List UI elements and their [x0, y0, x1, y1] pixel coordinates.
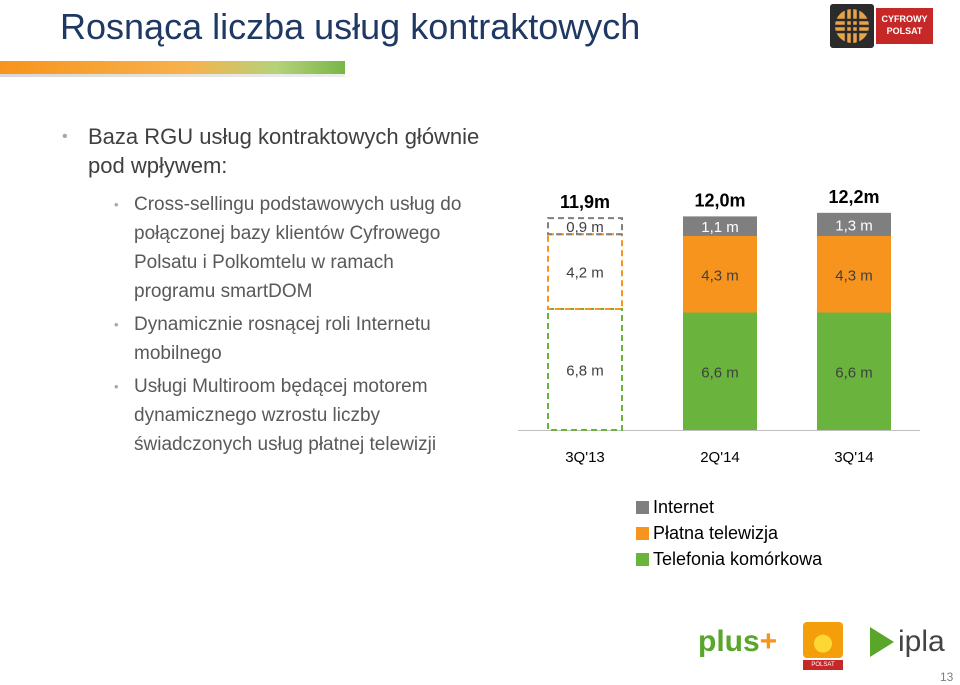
bar-3Q'14-Telefonia komórkowa: [817, 312, 891, 430]
play-icon: [870, 627, 894, 657]
total-label-2Q'14: 12,0m: [694, 190, 745, 210]
stacked-bar-chart: 6,8 m 4,2 m 0,9 m 11,9m 3Q'13 6,6 m 4,3 m 1,1 m…: [518, 187, 920, 466]
legend-swatch-internet: [636, 500, 649, 514]
bar-label-3Q'13-Internet: 0,9 m: [566, 219, 604, 236]
bullet-sub-1: Cross-sellingu podstawowych usług do poł…: [60, 190, 480, 306]
cyfrowy-polsat-logo: CYFROWY POLSAT: [830, 4, 935, 48]
bar-label-3Q'14-Telefonia komórkowa: 6,6 m: [835, 364, 873, 381]
title-underline-shadow: [0, 74, 345, 77]
ipla-logo-text: ipla: [898, 625, 945, 658]
sun-icon: [803, 622, 843, 658]
globe-icon: [830, 4, 874, 48]
category-label-3Q'14: 3Q'14: [834, 449, 874, 466]
plus-logo-text: plus: [698, 625, 760, 658]
bullet-sub-2: Dynamicznie rosnącej roli Internetu mobi…: [60, 310, 480, 368]
legend-item-mobile: Telefonia komórkowa: [636, 546, 822, 572]
title-underline-bar: [0, 61, 345, 74]
bar-label-3Q'13-Telefonia komórkowa: 6,8 m: [566, 362, 604, 379]
cyfrowy-polsat-wordmark: CYFROWY POLSAT: [876, 8, 933, 44]
legend-label-mobile: Telefonia komórkowa: [653, 548, 823, 569]
bar-3Q'13-Telefonia komórkowa: [547, 307, 623, 432]
legend-item-tv: Płatna telewizja: [636, 520, 822, 546]
plus-sign-icon: +: [759, 625, 778, 658]
bar-2Q'14-Internet: [683, 216, 757, 236]
bar-label-2Q'14-Telefonia komórkowa: 6,6 m: [701, 364, 739, 381]
bar-label-2Q'14-Internet: 1,1 m: [701, 219, 739, 236]
legend-label-tv: Płatna telewizja: [653, 522, 779, 543]
legend-label-internet: Internet: [653, 496, 715, 517]
polsat-logo-text: POLSAT: [803, 660, 843, 670]
bar-3Q'13-Płatna telewizja: [547, 233, 623, 310]
polsat-logo: POLSAT: [803, 622, 843, 670]
bar-label-3Q'14-Płatna telewizja: 4,3 m: [835, 267, 873, 284]
chart-legend: Internet Płatna telewizja Telefonia komó…: [636, 494, 822, 572]
bar-2Q'14-Płatna telewizja: [683, 235, 757, 313]
total-label-3Q'14: 12,2m: [828, 187, 879, 207]
bar-label-3Q'14-Internet: 1,3 m: [835, 217, 873, 234]
bullet-sub-3: Usługi Multiroom będącej motorem dynamic…: [60, 372, 480, 459]
plus-logo: plus+: [698, 625, 777, 659]
legend-swatch-mobile: [636, 552, 649, 566]
legend-swatch-tv: [636, 526, 649, 540]
bar-label-2Q'14-Płatna telewizja: 4,3 m: [701, 267, 739, 284]
category-label-3Q'13: 3Q'13: [565, 449, 605, 466]
slide-title: Rosnąca liczba usług kontraktowych: [60, 6, 641, 47]
bullet-list: Baza RGU usług kontraktowych głównie pod…: [60, 122, 480, 459]
page-number: 13: [940, 670, 954, 684]
bar-2Q'14-Telefonia komórkowa: [683, 312, 757, 430]
category-label-2Q'14: 2Q'14: [700, 449, 740, 466]
bar-3Q'13-Internet: [547, 217, 623, 236]
legend-item-internet: Internet: [636, 494, 822, 520]
bar-label-3Q'13-Płatna telewizja: 4,2 m: [566, 265, 604, 282]
bar-3Q'14-Internet: [817, 212, 891, 236]
bullet-main: Baza RGU usług kontraktowych głównie pod…: [60, 122, 480, 180]
total-label-3Q'13: 11,9m: [560, 192, 610, 212]
bar-3Q'14-Płatna telewizja: [817, 235, 891, 313]
ipla-logo: ipla: [870, 625, 945, 659]
